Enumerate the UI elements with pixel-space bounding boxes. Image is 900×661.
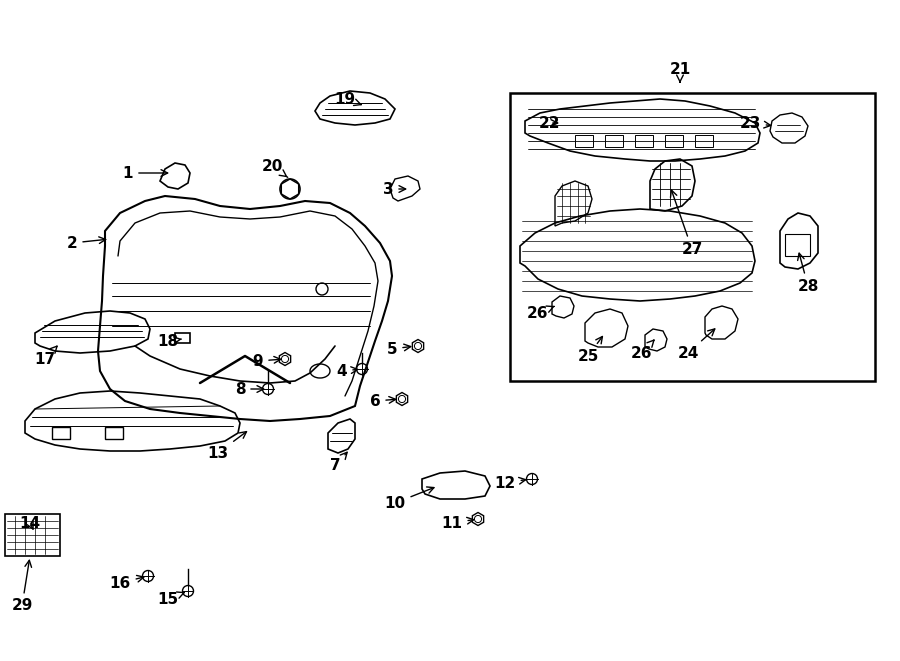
Text: 13: 13 <box>207 432 247 461</box>
Text: 17: 17 <box>34 346 57 366</box>
Text: 10: 10 <box>384 487 434 510</box>
Bar <box>665 135 683 147</box>
Text: 15: 15 <box>158 592 184 607</box>
Bar <box>575 135 593 147</box>
Bar <box>510 93 875 381</box>
Text: 3: 3 <box>382 182 406 196</box>
Bar <box>785 234 810 256</box>
Text: 24: 24 <box>678 329 715 360</box>
Text: 2: 2 <box>67 235 105 251</box>
Text: 6: 6 <box>370 393 396 408</box>
Bar <box>605 135 623 147</box>
Text: 22: 22 <box>539 116 561 130</box>
Text: 4: 4 <box>337 364 357 379</box>
Text: 5: 5 <box>387 342 410 356</box>
Text: 19: 19 <box>335 91 361 106</box>
Text: 29: 29 <box>12 561 32 613</box>
Text: 28: 28 <box>797 253 819 293</box>
Text: 26: 26 <box>631 340 654 360</box>
Text: 8: 8 <box>235 381 264 397</box>
Bar <box>105 427 123 439</box>
Bar <box>52 427 70 439</box>
Text: 9: 9 <box>253 354 281 368</box>
Text: 14: 14 <box>20 516 40 531</box>
Text: 7: 7 <box>329 452 347 473</box>
Text: 26: 26 <box>527 305 554 321</box>
Text: 20: 20 <box>261 159 288 177</box>
Text: 23: 23 <box>739 116 770 130</box>
Text: 27: 27 <box>670 190 703 256</box>
Text: 18: 18 <box>158 334 182 348</box>
Bar <box>635 135 653 147</box>
Text: 12: 12 <box>494 475 526 490</box>
Text: 1: 1 <box>122 165 167 180</box>
Text: 16: 16 <box>110 576 144 590</box>
Bar <box>695 135 713 147</box>
Text: 21: 21 <box>670 61 690 82</box>
Text: 11: 11 <box>442 516 473 531</box>
Text: 25: 25 <box>577 336 602 364</box>
Bar <box>5 514 60 556</box>
